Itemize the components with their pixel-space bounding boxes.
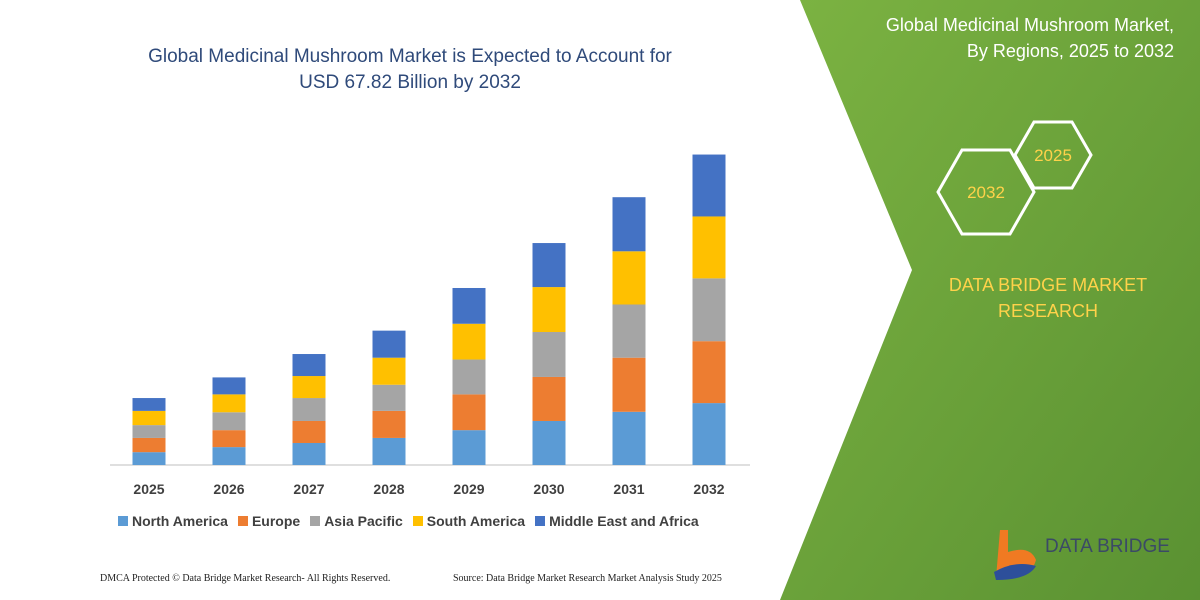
bar-segment [212, 430, 246, 448]
legend-swatch [310, 516, 321, 526]
footer-source: Source: Data Bridge Market Research Mark… [453, 573, 722, 584]
legend-label: South America [426, 513, 526, 529]
bar-segment [132, 452, 166, 465]
hex-label: 2032 [967, 183, 1005, 202]
bar-segment [692, 154, 726, 217]
bar-segment [692, 341, 726, 404]
legend-swatch [412, 516, 423, 526]
bar-segment [132, 410, 166, 426]
bar-segment [292, 442, 326, 465]
bar-segment [212, 412, 246, 431]
legend-label: North America [132, 513, 228, 529]
bar-segment [612, 411, 646, 465]
legend-label: Europe [251, 513, 301, 529]
bar-segment [292, 420, 326, 443]
legend-swatch [118, 516, 128, 526]
x-tick-label: 2025 [133, 481, 164, 497]
bar-segment [452, 287, 486, 324]
bar-segment [372, 330, 406, 358]
bar-segment [692, 216, 726, 279]
bar-segment [132, 437, 166, 453]
bar-segment [212, 447, 246, 465]
bar-segment [372, 357, 406, 385]
bar-segment [532, 420, 566, 465]
bar-segment [212, 394, 246, 413]
bar-segment [372, 384, 406, 411]
x-tick-label: 2032 [693, 481, 724, 497]
bar-segment [692, 278, 726, 342]
footer-note: DMCA Protected © Data Bridge Market Rese… [100, 573, 391, 584]
x-tick-label: 2028 [373, 481, 404, 497]
legend-swatch [237, 516, 248, 526]
x-tick-label: 2026 [213, 481, 244, 497]
bar-segment [532, 332, 566, 377]
brand: DATA BRIDGE MARKET RESEARCH [948, 275, 1148, 321]
bar-segment [452, 430, 486, 465]
bar-segment [292, 354, 326, 377]
bar-segment [212, 377, 246, 395]
hexagon [1013, 120, 1093, 190]
bar-segment [452, 394, 486, 431]
hexagon [936, 148, 1036, 236]
x-tick-label: 2029 [453, 481, 484, 497]
bar-segment [532, 287, 566, 333]
x-tick-label: 2031 [613, 481, 644, 497]
bar-segment [612, 197, 646, 252]
bar-segment [292, 376, 326, 399]
bar-segment [692, 403, 726, 465]
chart-title: Global Medicinal Mushroom Market is Expe… [148, 46, 672, 93]
legend-label: Asia Pacific [324, 513, 403, 529]
bar-segment [452, 359, 486, 395]
legend: North America Europe Asia Pacific South Ame… [118, 513, 699, 529]
x-tick-label: 2030 [533, 481, 564, 497]
legend-label: Middle East and Africa [549, 513, 699, 529]
bar-segment [132, 398, 166, 411]
bar-segment [612, 304, 646, 358]
bar-segment [132, 425, 166, 438]
bar-segment [532, 376, 566, 421]
legend-item: Middle East and Africa [535, 513, 699, 529]
bar-segment [372, 410, 406, 438]
bar-segment [372, 437, 406, 465]
bar-segment [292, 398, 326, 421]
logo-mark [994, 564, 1036, 580]
legend-item: South America [412, 513, 526, 529]
logo-text: DATA BRIDGE [1045, 536, 1170, 557]
legend-item: Europe [237, 513, 301, 529]
x-tick-label: 2027 [293, 481, 324, 497]
legend-item: Asia Pacific [310, 513, 403, 529]
bar-segment [612, 251, 646, 305]
hex-label: 2025 [1034, 146, 1072, 165]
legend-swatch [535, 516, 546, 526]
bar-segment [612, 357, 646, 412]
panel-title: Global Medicinal Mushroom Market, By Reg… [885, 15, 1174, 61]
legend-item: North America [118, 513, 228, 529]
bar-segment [452, 323, 486, 360]
bar-segment [532, 243, 566, 288]
side-panel [780, 0, 1200, 600]
